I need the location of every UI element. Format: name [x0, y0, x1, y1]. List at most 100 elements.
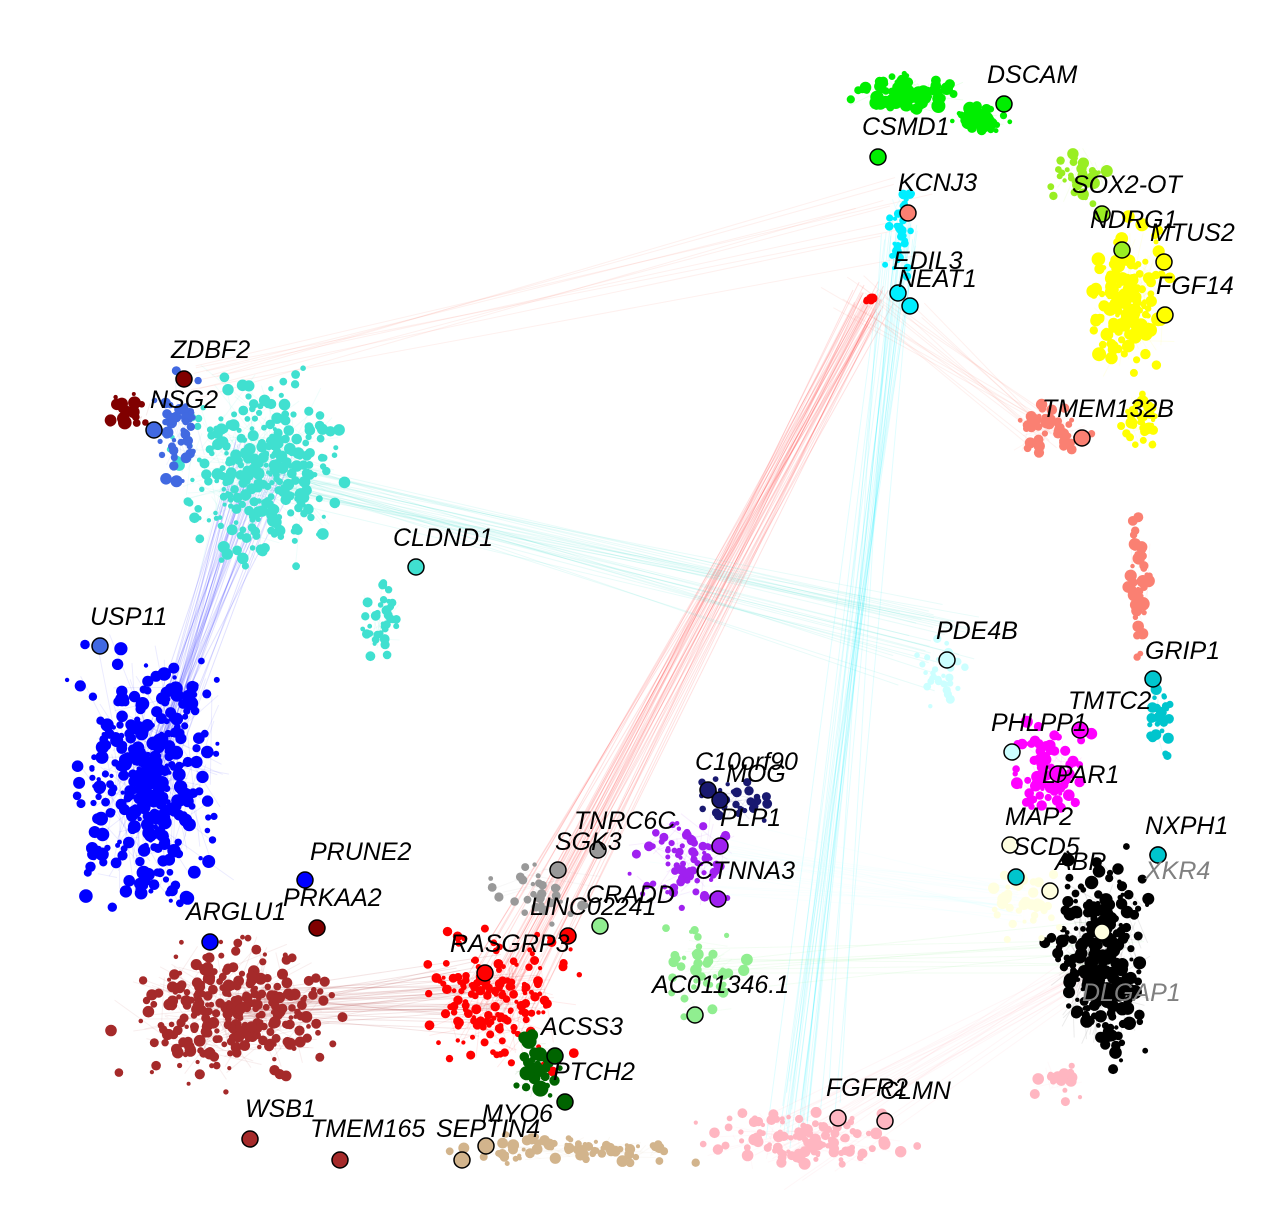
gene-node [270, 503, 277, 511]
gene-node [110, 857, 122, 869]
gene-node [371, 635, 380, 644]
gene-node [287, 509, 295, 517]
gene-node [458, 1142, 470, 1154]
gene-node [294, 1025, 305, 1036]
gene-node [1065, 759, 1075, 769]
gene-node [142, 419, 149, 426]
network-edge [711, 855, 1015, 909]
hub-gene-marker [589, 841, 607, 859]
network-edge [158, 442, 273, 764]
gene-node [830, 1128, 840, 1138]
network-edge [1130, 397, 1133, 406]
gene-node [269, 464, 280, 475]
gene-node [163, 784, 171, 793]
gene-node [1046, 932, 1057, 943]
gene-node [753, 797, 762, 806]
gene-node [1114, 327, 1123, 336]
network-edge [704, 832, 1013, 914]
gene-node [193, 732, 205, 744]
network-edge [1057, 163, 1076, 188]
gene-node [265, 419, 276, 430]
gene-node [507, 1059, 515, 1067]
gene-node [393, 623, 400, 630]
gene-node [150, 670, 162, 682]
gene-node [895, 1146, 907, 1158]
gene-node [131, 392, 136, 396]
gene-node [290, 460, 303, 472]
gene-node [1129, 599, 1142, 611]
gene-node [1090, 292, 1098, 299]
gene-node [236, 427, 242, 433]
network-edge [789, 239, 906, 1149]
gene-node [281, 977, 293, 989]
gene-node [389, 615, 397, 624]
gene-node [156, 794, 166, 805]
gene-node [249, 497, 259, 507]
gene-node [813, 1156, 819, 1162]
gene-node [670, 950, 680, 960]
hub-gene-marker [711, 791, 729, 809]
gene-node [892, 266, 896, 271]
network-edge [498, 281, 879, 1010]
gene-node [267, 526, 275, 535]
gene-node [776, 1157, 787, 1168]
gene-node [1055, 934, 1069, 948]
network-edge [1061, 988, 1083, 1027]
gene-node [213, 515, 219, 521]
gene-node [1079, 188, 1086, 196]
gene-node [196, 770, 209, 784]
gene-node [168, 1021, 175, 1028]
gene-node [511, 1028, 517, 1035]
gene-node [665, 854, 671, 860]
gene-node [708, 949, 718, 959]
hub-gene-marker [1155, 253, 1173, 271]
gene-node [1084, 875, 1099, 890]
gene-node [1108, 317, 1119, 329]
gene-node [821, 1131, 830, 1141]
network-edge [207, 439, 298, 521]
gene-node [627, 871, 632, 876]
gene-node [282, 457, 292, 467]
gene-node [448, 973, 458, 983]
gene-node [953, 657, 962, 666]
hub-gene-marker [175, 370, 193, 388]
gene-node [1027, 739, 1036, 748]
gene-node [688, 847, 698, 857]
gene-node [197, 515, 202, 521]
gene-node [237, 552, 249, 565]
gene-node [840, 1134, 848, 1143]
gene-node [1142, 1047, 1149, 1054]
gene-node [505, 982, 514, 991]
gene-node [1047, 1071, 1054, 1077]
gene-node [1073, 950, 1087, 964]
gene-node [735, 809, 743, 818]
gene-node [156, 692, 169, 705]
gene-node [918, 92, 924, 99]
gene-node [1120, 350, 1128, 358]
gene-node [250, 987, 258, 995]
gene-node [315, 1029, 321, 1036]
hub-gene-marker [1156, 306, 1174, 324]
gene-node [301, 468, 312, 479]
network-edge [1135, 232, 1144, 264]
gene-node [115, 696, 122, 703]
gene-node [179, 890, 193, 904]
gene-node [338, 476, 351, 489]
gene-node [247, 523, 257, 532]
gene-node [799, 1126, 810, 1137]
gene-node [1115, 264, 1124, 272]
gene-node [1131, 320, 1140, 328]
gene-node [202, 953, 210, 961]
gene-node [284, 1023, 291, 1029]
gene-node [184, 1041, 195, 1052]
gene-node [218, 416, 224, 422]
gene-node [1077, 1095, 1083, 1100]
gene-node [236, 379, 249, 392]
gene-node [117, 850, 128, 861]
network-edge [775, 955, 1095, 1113]
gene-node [659, 1147, 669, 1156]
network-edge [263, 457, 934, 616]
gene-node [200, 405, 206, 411]
gene-node [658, 838, 665, 845]
hub-gene-marker [559, 927, 577, 945]
